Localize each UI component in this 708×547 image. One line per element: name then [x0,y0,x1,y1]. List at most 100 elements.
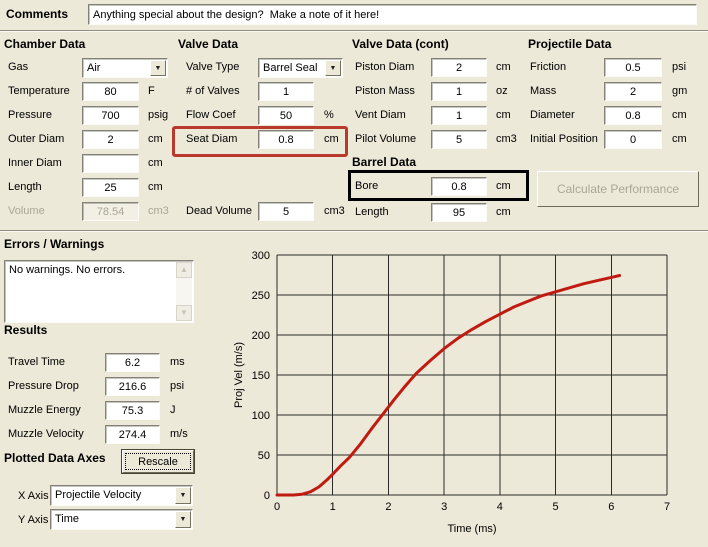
piston-diam-input[interactable] [431,58,487,77]
inner-diam-input[interactable] [82,154,139,173]
piston-diam-row: Piston Diam cm [355,58,545,78]
dead-volume-unit: cm3 [324,205,345,217]
chamber-volume-unit: cm3 [148,205,169,217]
temperature-input[interactable] [82,82,139,101]
barrel-length-label: Length [355,206,389,218]
bore-label: Bore [355,180,379,192]
pressure-unit: psig [148,109,169,121]
y-tick-label: 200 [252,330,270,342]
dropdown-arrow-icon[interactable]: ▼ [175,511,191,528]
num-valves-label: # of Valves [186,85,240,97]
pilot-volume-label: Pilot Volume [355,133,417,145]
initial-position-label: Initial Position [530,133,598,145]
seat-diam-label: Seat Diam [186,133,238,145]
pressure-drop-output [105,377,160,396]
initial-position-input[interactable] [604,130,662,149]
gas-row: Gas Air ▼ [8,58,198,78]
pressure-input[interactable] [82,106,139,125]
projectile-mass-label: Mass [530,85,557,97]
scroll-up-icon[interactable]: ▲ [176,262,192,278]
projectile-diameter-row: Diameter cm [530,106,708,126]
scroll-down-icon[interactable]: ▼ [176,305,192,321]
muzzle-velocity-unit: m/s [170,428,188,440]
gas-label: Gas [8,61,29,73]
bore-highlight-box [348,170,529,201]
vent-diam-input[interactable] [431,106,487,125]
valve-type-select[interactable]: Barrel Seal ▼ [258,58,343,78]
y-tick-label: 150 [252,370,270,382]
muzzle-velocity-label: Muzzle Velocity [8,428,84,440]
chamber-length-unit: cm [148,181,163,193]
gas-value: Air [87,62,101,74]
dropdown-arrow-icon[interactable]: ▼ [325,60,341,76]
outer-diam-label: Outer Diam [8,133,65,145]
projectile-mass-input[interactable] [604,82,662,101]
flow-coef-unit: % [324,109,334,121]
pilot-volume-input[interactable] [431,130,487,149]
x-tick-label: 6 [608,501,614,513]
seat-diam-highlight-box [172,126,348,157]
comments-input[interactable] [88,4,697,25]
pilot-volume-row: Pilot Volume cm3 [355,130,545,150]
y-axis-select[interactable]: Time ▼ [50,509,193,530]
flow-coef-input[interactable] [258,106,314,125]
y-axis-label: Y Axis [18,514,49,526]
num-valves-row: # of Valves [186,82,376,102]
inner-diam-unit: cm [148,157,163,169]
x-tick-label: 5 [553,501,559,513]
divider [0,30,708,32]
muzzle-energy-output [105,401,160,420]
temperature-label: Temperature [8,85,70,97]
projectile-diameter-input[interactable] [604,106,662,125]
projectile-mass-unit: gm [672,85,688,97]
dropdown-arrow-icon[interactable]: ▼ [150,60,166,76]
friction-input[interactable] [604,58,662,77]
rescale-button[interactable]: Rescale [122,450,194,473]
dead-volume-label: Dead Volume [186,205,253,217]
y-tick-label: 250 [252,290,270,302]
muzzle-energy-unit: J [170,404,176,416]
bore-input[interactable] [431,177,487,196]
muzzle-energy-row: Muzzle Energy J [8,401,198,421]
gas-select[interactable]: Air ▼ [82,58,168,78]
pressure-drop-row: Pressure Drop psi [8,377,198,397]
chamber-volume-output [82,202,139,221]
vent-diam-row: Vent Diam cm [355,106,545,126]
dropdown-arrow-icon[interactable]: ▼ [175,487,191,504]
valve-data-cont-title: Valve Data (cont) [352,37,449,51]
projectile-diameter-label: Diameter [530,109,575,121]
travel-time-output [105,353,160,372]
chamber-volume-row: Volume cm3 [8,202,198,222]
friction-unit: psi [672,61,687,73]
valve-type-value: Barrel Seal [263,62,318,74]
valve-type-label: Valve Type [186,61,240,73]
piston-mass-unit: oz [496,85,508,97]
muzzle-velocity-output [105,425,160,444]
x-tick-label: 7 [664,501,670,513]
pressure-row: Pressure psig [8,106,198,126]
x-axis-select[interactable]: Projectile Velocity ▼ [50,485,193,506]
dead-volume-input[interactable] [258,202,314,221]
friction-label: Friction [530,61,567,73]
comments-label: Comments [6,7,69,21]
chamber-length-input[interactable] [82,178,139,197]
piston-mass-input[interactable] [431,82,487,101]
errors-scrollbar[interactable]: ▲ ▼ [176,262,192,321]
x-tick-label: 4 [497,501,503,513]
seat-diam-input[interactable] [258,130,314,149]
calculate-performance-button[interactable]: Calculate Performance [537,171,699,207]
x-tick-label: 0 [274,501,280,513]
num-valves-input[interactable] [258,82,314,101]
x-tick-label: 3 [441,501,447,513]
barrel-length-row: Length cm [355,203,545,223]
muzzle-velocity-row: Muzzle Velocity m/s [8,425,198,445]
pressure-drop-unit: psi [170,380,185,392]
barrel-length-input[interactable] [431,203,487,222]
chamber-data-title: Chamber Data [4,37,86,51]
travel-time-unit: ms [170,356,185,368]
errors-warnings-box[interactable]: No warnings. No errors. ▲ ▼ [4,260,194,323]
outer-diam-input[interactable] [82,130,139,149]
y-tick-label: 100 [252,410,270,422]
outer-diam-row: Outer Diam cm [8,130,198,150]
bore-unit: cm [496,180,511,192]
